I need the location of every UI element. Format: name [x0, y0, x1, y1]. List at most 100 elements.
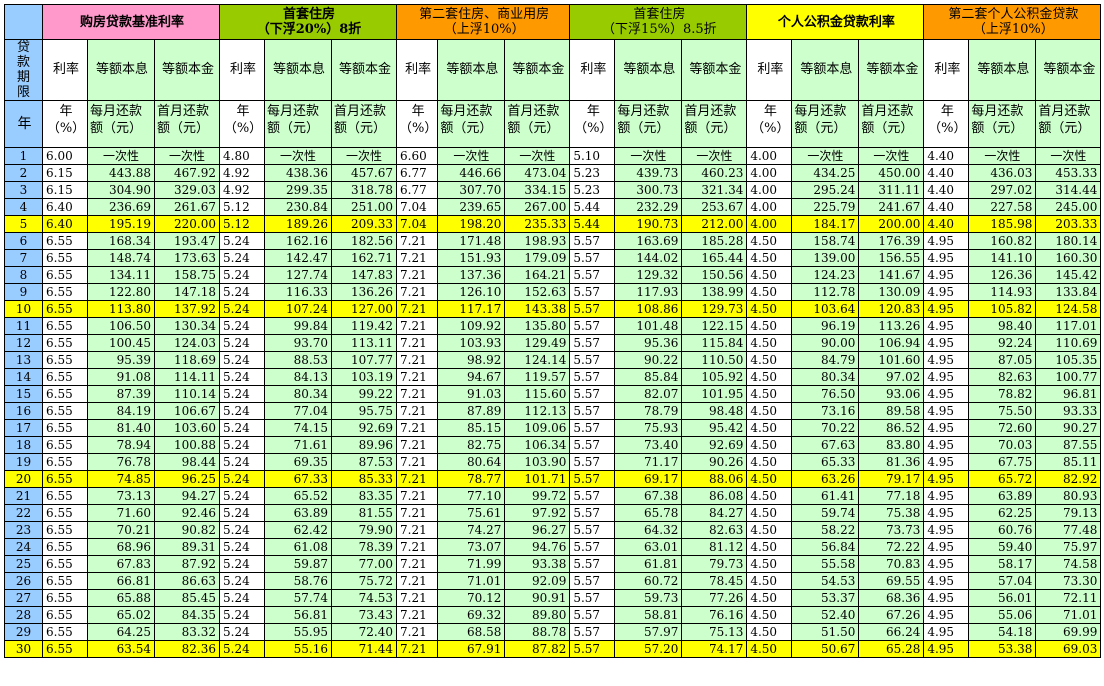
equal-installment-cell[interactable]: 77.04: [264, 402, 332, 420]
equal-installment-cell[interactable]: 70.22: [791, 419, 860, 437]
equal-installment-cell[interactable]: 171.48: [437, 232, 506, 250]
rate-cell[interactable]: 5.24: [219, 606, 265, 624]
equal-installment-cell[interactable]: 112.78: [791, 283, 860, 301]
rate-cell[interactable]: 7.21: [395, 317, 439, 335]
rate-cell[interactable]: 7.21: [395, 640, 439, 658]
rate-cell[interactable]: 6.77: [395, 181, 439, 199]
unit-header-base-0[interactable]: 年（%）: [42, 100, 88, 148]
equal-installment-cell[interactable]: 163.69: [614, 232, 683, 250]
equal-installment-cell[interactable]: 80.34: [264, 385, 332, 403]
equal-principal-cell[interactable]: 90.27: [1035, 419, 1102, 437]
unit-header-fund-0[interactable]: 年（%）: [746, 100, 793, 148]
rate-cell[interactable]: 5.24: [219, 555, 265, 573]
rate-cell[interactable]: 5.57: [569, 521, 616, 539]
rate-cell[interactable]: 6.55: [42, 419, 88, 437]
equal-principal-cell[interactable]: 473.04: [504, 164, 571, 182]
equal-installment-cell[interactable]: 84.79: [791, 351, 860, 369]
equal-principal-cell[interactable]: 90.26: [681, 453, 748, 471]
rate-cell[interactable]: 4.50: [746, 538, 793, 556]
equal-principal-cell[interactable]: 150.56: [681, 266, 748, 284]
equal-principal-cell[interactable]: 457.67: [331, 164, 397, 182]
rate-cell[interactable]: 5.57: [569, 453, 616, 471]
group-header-first-home-85[interactable]: 首套住房 （下浮15%）8.5折: [569, 4, 748, 40]
rate-cell[interactable]: 4.00: [746, 147, 793, 165]
period-header[interactable]: 贷款期限: [4, 39, 43, 101]
equal-principal-cell[interactable]: 152.63: [504, 283, 571, 301]
year-cell[interactable]: 22: [4, 504, 43, 522]
rate-cell[interactable]: 5.57: [569, 555, 616, 573]
equal-principal-cell[interactable]: 93.33: [1035, 402, 1102, 420]
equal-principal-cell[interactable]: 96.27: [504, 521, 571, 539]
unit-header-fund-1[interactable]: 每月还款额（元）: [791, 100, 860, 148]
equal-installment-cell[interactable]: 59.74: [791, 504, 860, 522]
rate-cell[interactable]: 4.50: [746, 623, 793, 641]
rate-cell[interactable]: 4.00: [746, 215, 793, 233]
rate-cell[interactable]: 7.21: [395, 385, 439, 403]
equal-installment-cell[interactable]: 59.73: [614, 589, 683, 607]
equal-installment-cell[interactable]: 66.81: [87, 572, 155, 590]
group-header-provident-fund[interactable]: 个人公积金贷款利率: [746, 4, 925, 40]
equal-installment-cell[interactable]: 69.35: [264, 453, 332, 471]
rate-cell[interactable]: 4.95: [923, 232, 970, 250]
equal-principal-cell[interactable]: 185.28: [681, 232, 748, 250]
equal-principal-cell[interactable]: 138.99: [681, 283, 748, 301]
equal-principal-cell[interactable]: 97.92: [504, 504, 571, 522]
rate-cell[interactable]: 5.57: [569, 402, 616, 420]
equal-principal-cell[interactable]: 74.58: [1035, 555, 1102, 573]
rate-cell[interactable]: 6.55: [42, 521, 88, 539]
rate-cell[interactable]: 7.21: [395, 555, 439, 573]
equal-principal-cell[interactable]: 158.75: [154, 266, 220, 284]
year-cell[interactable]: 24: [4, 538, 43, 556]
equal-installment-cell[interactable]: 304.90: [87, 181, 155, 199]
rate-cell[interactable]: 6.60: [395, 147, 439, 165]
rate-cell[interactable]: 6.55: [42, 572, 88, 590]
rate-cell[interactable]: 6.55: [42, 470, 88, 488]
rate-cell[interactable]: 7.04: [395, 215, 439, 233]
equal-principal-cell[interactable]: 120.83: [858, 300, 925, 318]
equal-principal-cell[interactable]: 124.58: [1035, 300, 1102, 318]
sub-header-first85-1[interactable]: 等额本息: [614, 39, 683, 101]
one-time-cell[interactable]: 一次性: [437, 147, 506, 165]
equal-principal-cell[interactable]: 85.45: [154, 589, 220, 607]
equal-principal-cell[interactable]: 137.92: [154, 300, 220, 318]
rate-cell[interactable]: 4.95: [923, 623, 970, 641]
equal-principal-cell[interactable]: 77.00: [331, 555, 397, 573]
equal-installment-cell[interactable]: 126.36: [968, 266, 1037, 284]
equal-principal-cell[interactable]: 130.09: [858, 283, 925, 301]
equal-installment-cell[interactable]: 87.89: [437, 402, 506, 420]
equal-installment-cell[interactable]: 67.38: [614, 487, 683, 505]
equal-installment-cell[interactable]: 87.39: [87, 385, 155, 403]
rate-cell[interactable]: 4.50: [746, 283, 793, 301]
equal-principal-cell[interactable]: 100.88: [154, 436, 220, 454]
sub-header-fund2-1[interactable]: 等额本息: [968, 39, 1037, 101]
equal-principal-cell[interactable]: 79.17: [858, 470, 925, 488]
rate-cell[interactable]: 4.50: [746, 640, 793, 658]
equal-installment-cell[interactable]: 82.07: [614, 385, 683, 403]
rate-cell[interactable]: 5.44: [569, 215, 616, 233]
equal-installment-cell[interactable]: 98.92: [437, 351, 506, 369]
equal-principal-cell[interactable]: 77.26: [681, 589, 748, 607]
rate-cell[interactable]: 4.50: [746, 572, 793, 590]
equal-principal-cell[interactable]: 450.00: [858, 164, 925, 182]
equal-principal-cell[interactable]: 212.00: [681, 215, 748, 233]
equal-principal-cell[interactable]: 107.77: [331, 351, 397, 369]
equal-principal-cell[interactable]: 66.24: [858, 623, 925, 641]
rate-cell[interactable]: 5.24: [219, 283, 265, 301]
equal-principal-cell[interactable]: 133.84: [1035, 283, 1102, 301]
rate-cell[interactable]: 4.50: [746, 232, 793, 250]
equal-principal-cell[interactable]: 84.27: [681, 504, 748, 522]
year-cell[interactable]: 3: [4, 181, 43, 199]
equal-principal-cell[interactable]: 84.35: [154, 606, 220, 624]
rate-cell[interactable]: 6.55: [42, 436, 88, 454]
equal-installment-cell[interactable]: 160.82: [968, 232, 1037, 250]
equal-principal-cell[interactable]: 77.48: [1035, 521, 1102, 539]
equal-principal-cell[interactable]: 112.13: [504, 402, 571, 420]
equal-installment-cell[interactable]: 87.05: [968, 351, 1037, 369]
equal-principal-cell[interactable]: 98.48: [681, 402, 748, 420]
equal-principal-cell[interactable]: 147.18: [154, 283, 220, 301]
rate-cell[interactable]: 5.57: [569, 300, 616, 318]
rate-cell[interactable]: 4.95: [923, 470, 970, 488]
rate-cell[interactable]: 4.50: [746, 266, 793, 284]
rate-cell[interactable]: 5.57: [569, 538, 616, 556]
equal-installment-cell[interactable]: 109.92: [437, 317, 506, 335]
